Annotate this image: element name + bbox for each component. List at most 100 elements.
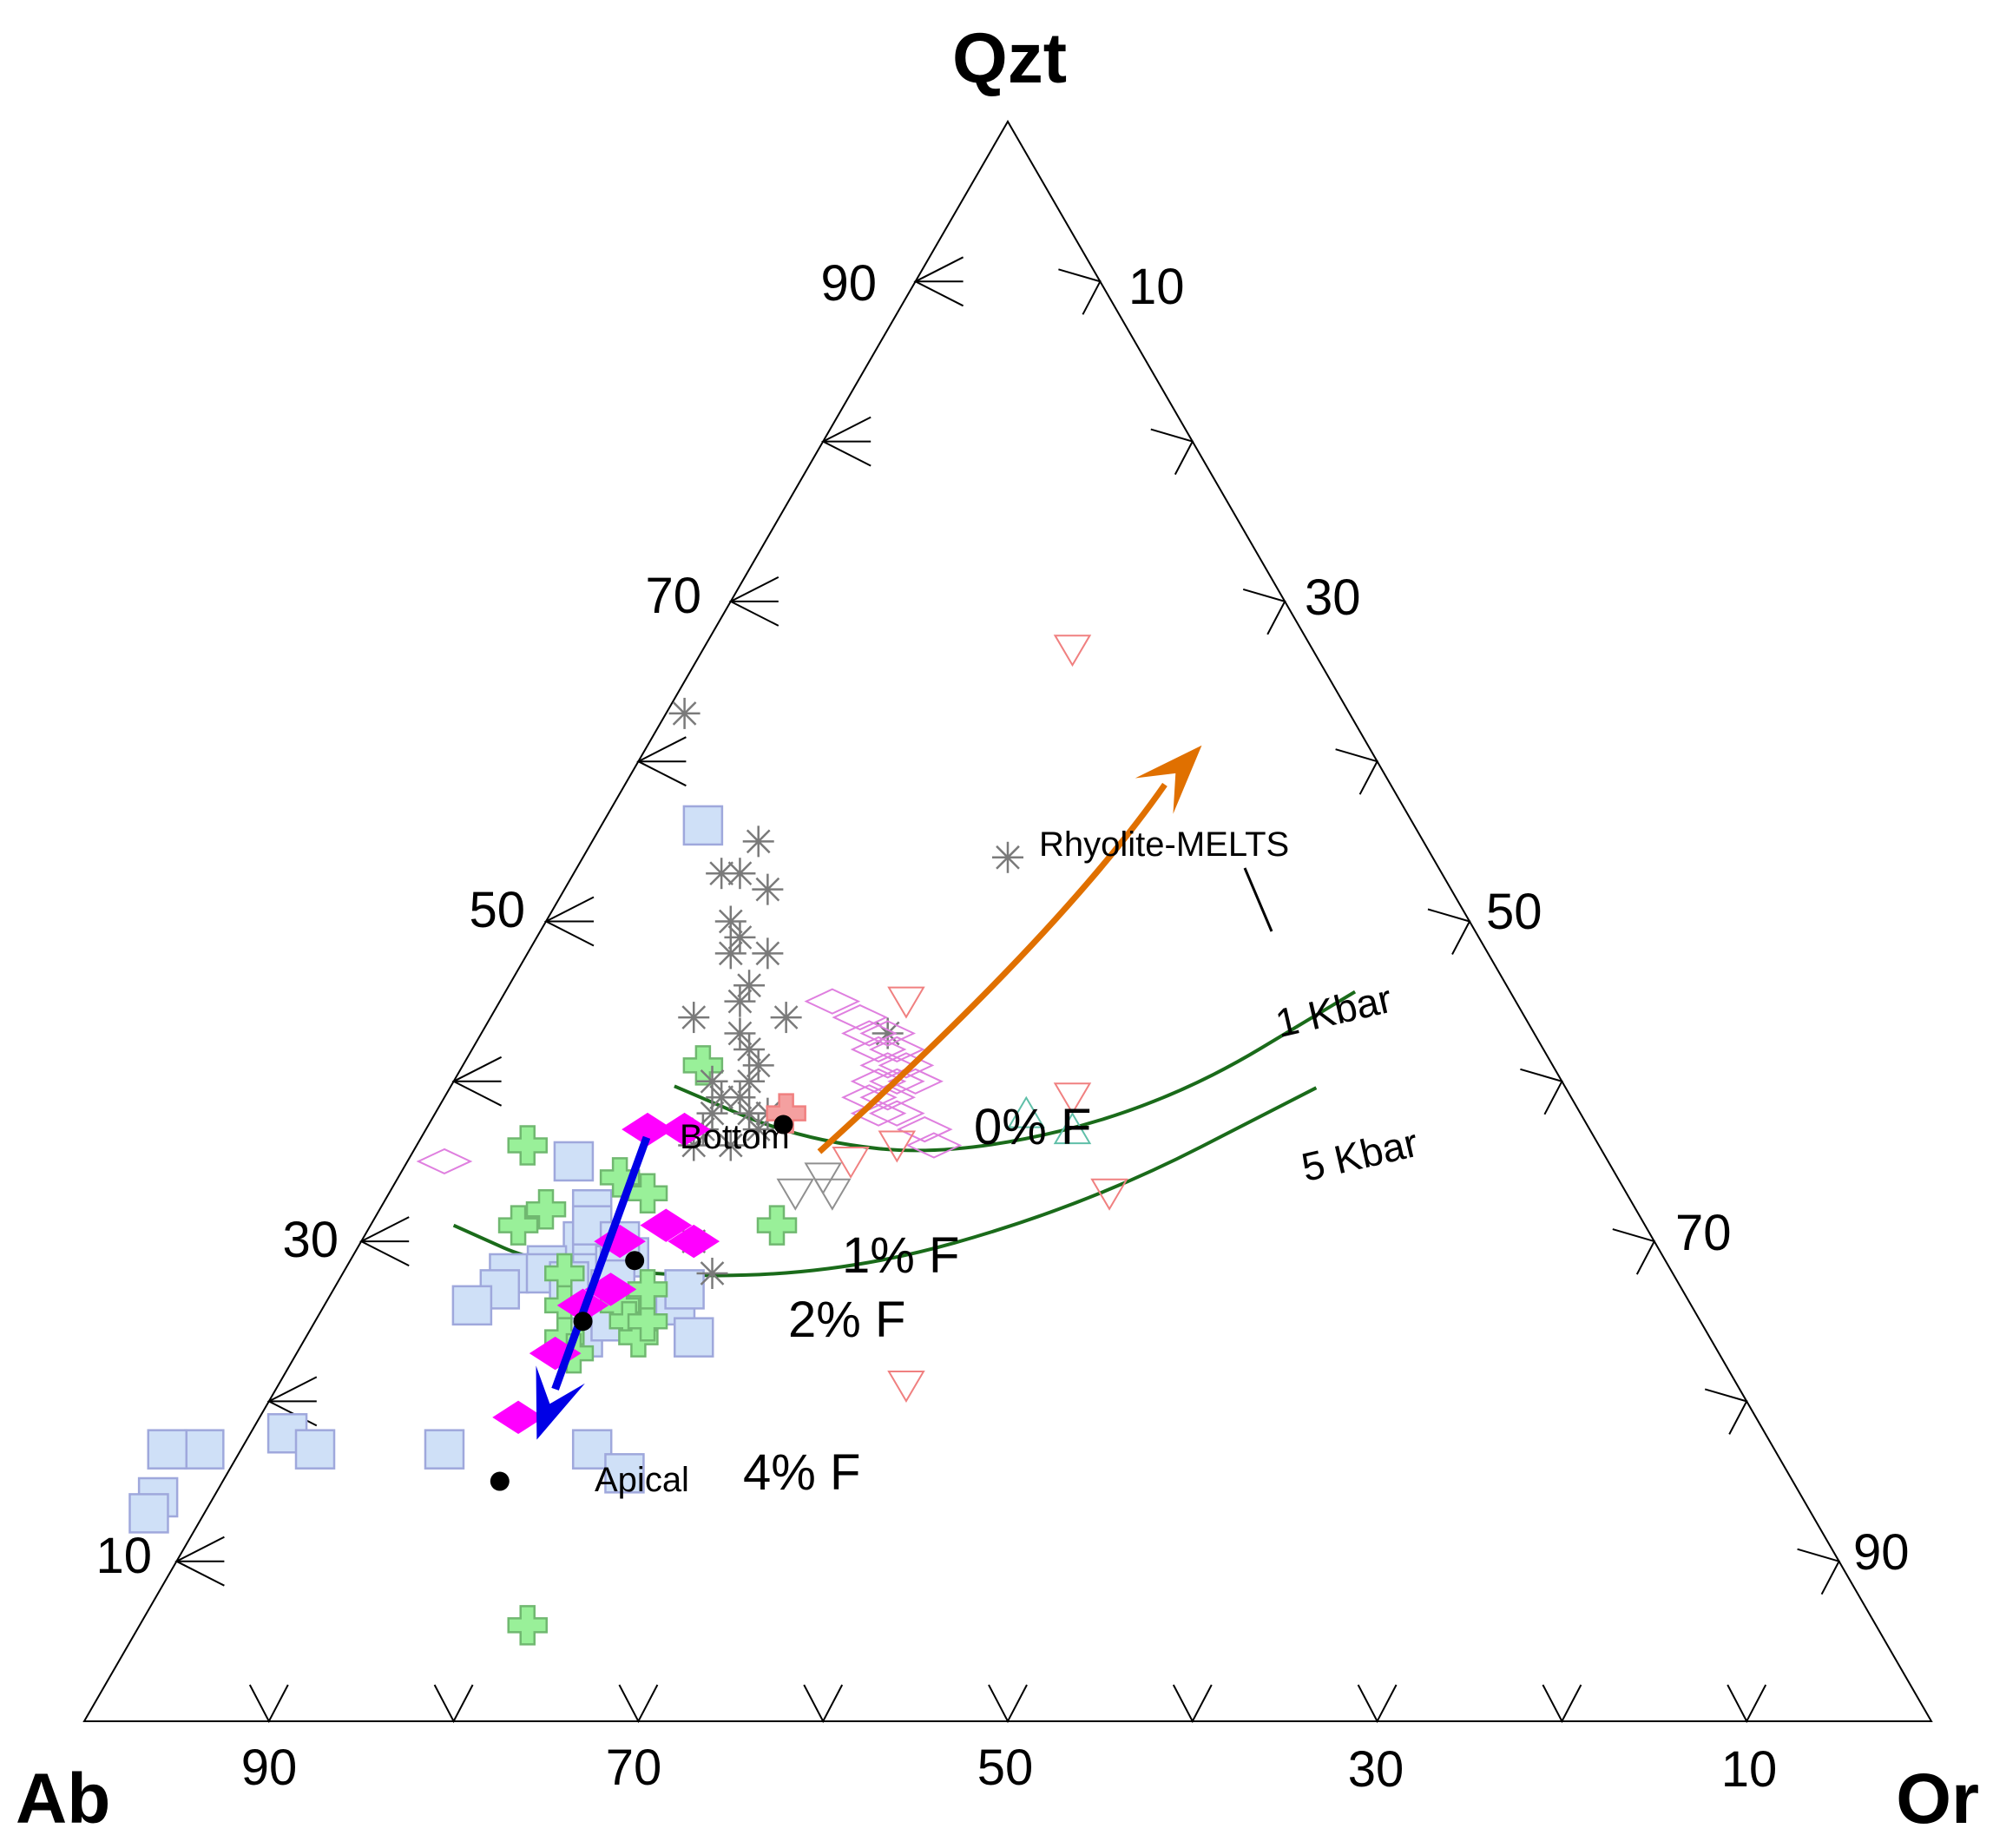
triangle-outline	[82, 119, 1933, 1722]
ab-tick-label-90: 90	[241, 1739, 298, 1796]
gray-asterisks-point-2-stroke-3	[746, 829, 771, 854]
gray-asterisks-point-6	[714, 905, 747, 937]
gray-asterisks-point-15	[733, 1065, 766, 1097]
blue-squares-point-26	[184, 1429, 225, 1470]
or-tick-70	[1612, 1228, 1656, 1275]
or-tick-label-90: 90	[1853, 1524, 1910, 1581]
ab-tick-70	[618, 1684, 659, 1724]
gray-asterisks-point-24	[714, 1129, 747, 1161]
gray-asterisks-point-10	[733, 970, 766, 1002]
pink-diamonds-point-2	[832, 1003, 889, 1031]
qzt-tick-label-50: 50	[469, 882, 525, 938]
apex-label-ab: Ab	[16, 1759, 110, 1838]
gray-asterisks-point-14-stroke-3	[746, 1053, 771, 1078]
gray-triangles-point-2	[804, 1162, 842, 1195]
fractionation-trend-head	[536, 1365, 585, 1440]
gray-asterisks-point-4-stroke-3	[727, 861, 753, 886]
or-tick-40	[1335, 748, 1379, 795]
ab-tick-40	[1172, 1684, 1213, 1724]
gray-asterisks-point-10-stroke-3	[737, 973, 761, 998]
ab-tick-80	[433, 1684, 474, 1724]
gray-asterisks-point-28	[678, 1002, 710, 1034]
or-tick-label-70: 70	[1675, 1205, 1732, 1261]
blue-squares-point-14	[664, 1269, 705, 1310]
teal-triangles-point-2	[1053, 1112, 1092, 1145]
ab-tick-60	[803, 1684, 844, 1724]
or-tick-50	[1427, 908, 1471, 955]
gray-asterisks-point-11-stroke-3	[727, 989, 753, 1014]
ab-tick-50	[988, 1684, 1028, 1724]
or-tick-90	[1797, 1548, 1841, 1595]
salmon-triangles-down-point-4	[1090, 1178, 1128, 1211]
qzt-tick-label-90: 90	[820, 255, 877, 312]
gray-asterisks-point-2	[742, 825, 774, 858]
stage-label-4: 4% F	[743, 1444, 860, 1501]
or-tick-60	[1520, 1068, 1563, 1115]
gray-asterisks-point-26	[770, 1002, 802, 1034]
or-tick-label-50: 50	[1486, 884, 1542, 940]
stage-dot-3	[490, 1471, 510, 1491]
blue-squares-point-1	[682, 805, 724, 846]
pink-diamonds-point-14	[850, 1100, 907, 1127]
trend-arrows	[536, 745, 1202, 1440]
green-crosses-point-3	[525, 1188, 567, 1230]
blue-squares-point-29	[128, 1493, 169, 1534]
gray-asterisks-point-25-stroke-3	[700, 1069, 725, 1094]
annotation-apical: Apical	[595, 1461, 689, 1499]
pink-diamonds-point-16	[896, 1115, 953, 1143]
pink-diamonds-point-17	[905, 1132, 963, 1159]
pink-diamonds-point-13	[868, 1100, 925, 1127]
ab-tick-label-70: 70	[606, 1739, 662, 1796]
gray-asterisks-point-12-stroke-3	[737, 1037, 761, 1062]
gray-asterisks-point-5	[752, 873, 784, 905]
magenta-diamonds-point-2	[658, 1112, 711, 1147]
blue-squares-point-17	[451, 1285, 493, 1326]
pink-diamonds-point-1	[804, 988, 861, 1015]
magenta-diamonds-point-5	[668, 1224, 720, 1259]
pink-diamonds-point-3	[841, 1020, 898, 1047]
salmon-triangles-down-point-2	[887, 986, 925, 1019]
gray-asterisks-point-8-stroke-3	[718, 941, 743, 966]
magenta-diamonds-point-4	[640, 1208, 693, 1242]
pink-diamonds-point-4	[859, 1020, 917, 1047]
green-crosses-point-13	[627, 1269, 668, 1310]
gray-asterisks-point-18	[696, 1097, 728, 1129]
stage-label-0: 0% F	[974, 1099, 1091, 1155]
red-cross-point-1	[766, 1093, 806, 1134]
salmon-triangles-down-point-1	[1053, 635, 1092, 668]
green-crosses-point-4	[497, 1205, 539, 1246]
blue-squares-point-30	[424, 1429, 465, 1470]
blue-squares-point-32	[604, 1453, 645, 1494]
gray-asterisks-point-13-stroke-3	[727, 1021, 753, 1046]
pink-diamonds-point-12	[859, 1084, 917, 1111]
stage-dot-1	[625, 1251, 645, 1271]
blue-squares-point-2	[553, 1141, 595, 1182]
gray-asterisks-point-13	[724, 1017, 756, 1049]
gray-asterisks-point-26-stroke-3	[773, 1005, 799, 1029]
gray-asterisks-point-16-stroke-3	[709, 1085, 734, 1110]
curve-label-5kbar: 5 Kbar	[1298, 1120, 1423, 1190]
apex-label-or: Or	[1896, 1759, 1979, 1838]
blue-squares-point-25	[294, 1429, 336, 1470]
stage-points	[490, 1115, 793, 1491]
rhyolite-melts-trend-shaft	[817, 782, 1168, 1154]
pink-diamonds-point-5	[868, 1036, 925, 1063]
gray-asterisks-point-25	[696, 1065, 728, 1097]
salmon-triangles-down-point-6	[878, 1130, 917, 1163]
salmon-triangles-down-point-3	[1053, 1082, 1092, 1115]
or-tick-label-10: 10	[1128, 259, 1185, 315]
gray-asterisks-point-9	[752, 937, 784, 970]
gray-asterisks-point-3-stroke-3	[709, 861, 734, 886]
ab-tick-label-50: 50	[977, 1739, 1034, 1796]
cotectic-curve-1	[674, 990, 1357, 1153]
gray-asterisks-point-4	[724, 858, 756, 890]
salmon-triangles-down-point-7	[832, 1146, 870, 1179]
green-crosses-point-16	[756, 1205, 798, 1246]
blue-squares-point-27	[147, 1429, 188, 1470]
gray-asterisks-point-30-stroke-3	[700, 1261, 725, 1286]
data-points	[128, 635, 1128, 1646]
gray-asterisks-point-12	[733, 1033, 766, 1065]
salmon-triangles-down-point-5	[887, 1370, 925, 1403]
ab-tick-30	[1357, 1684, 1398, 1724]
